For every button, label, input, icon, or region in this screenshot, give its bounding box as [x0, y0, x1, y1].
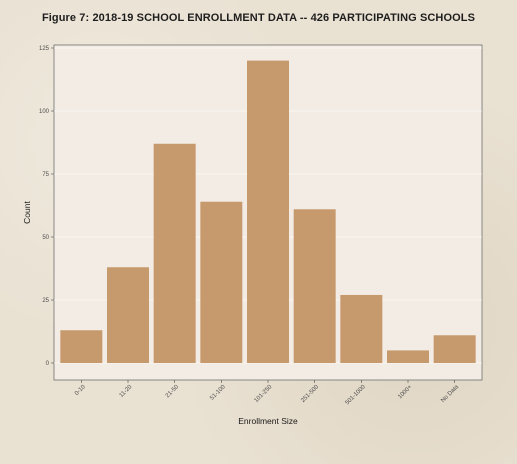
bar — [340, 294, 383, 363]
x-tick-label: No Data — [440, 384, 460, 404]
figure-title: Figure 7: 2018-19 SCHOOL ENROLLMENT DATA… — [41, 12, 476, 24]
y-axis-title: Count — [22, 201, 32, 224]
bars — [60, 60, 476, 363]
bar — [200, 201, 243, 363]
y-tick-label: 0 — [46, 361, 50, 367]
x-tick-label: 501-1000 — [345, 384, 368, 407]
bar — [247, 60, 289, 363]
x-tick-label: 51-100 — [209, 384, 227, 402]
x-axis: 0-10 11-20 21-50 51-100 101-250 251-500 501-10… — [74, 380, 461, 406]
bar — [433, 335, 476, 363]
x-tick-label: 101-250 — [254, 384, 274, 404]
y-tick-label: 25 — [42, 298, 49, 304]
bar — [293, 209, 336, 363]
bar — [153, 143, 196, 363]
x-tick-label: 0-10 — [74, 384, 87, 397]
y-tick-label: 100 — [39, 109, 50, 115]
x-tick-label: 251-500 — [300, 384, 320, 404]
y-tick-label: 125 — [39, 46, 50, 52]
x-tick-label: 21-50 — [165, 384, 181, 400]
x-tick-label: 11-20 — [119, 384, 134, 399]
bar — [107, 267, 149, 363]
y-tick-label: 75 — [42, 172, 49, 178]
x-tick-label: 1000+ — [397, 384, 414, 401]
y-tick-label: 50 — [42, 235, 49, 241]
y-axis: 0 25 50 75 100 125 — [39, 46, 54, 367]
bar — [60, 330, 103, 363]
bar — [387, 350, 429, 363]
x-axis-title: Enrollment Size — [238, 416, 298, 426]
